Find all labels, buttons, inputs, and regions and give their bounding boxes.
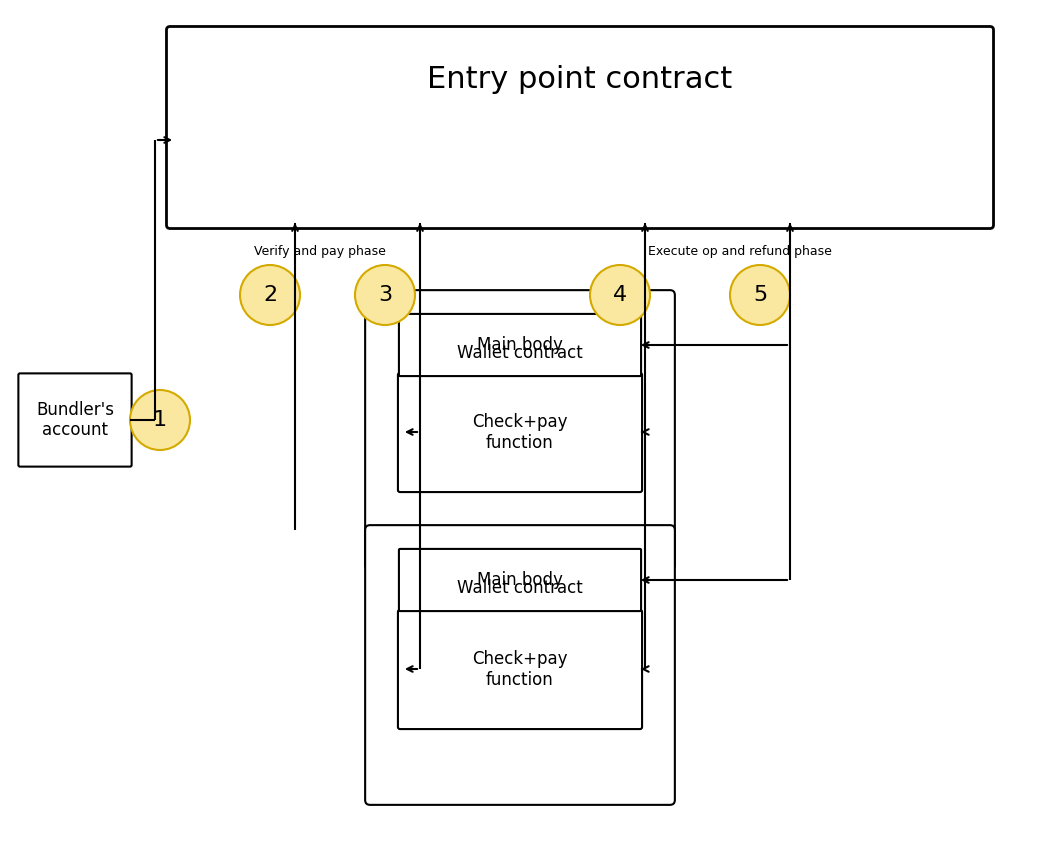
Text: 2: 2 <box>263 285 277 305</box>
Circle shape <box>130 390 190 450</box>
Text: Main body: Main body <box>477 571 563 589</box>
Text: Wallet contract: Wallet contract <box>458 578 582 597</box>
FancyBboxPatch shape <box>365 290 675 570</box>
Text: 5: 5 <box>753 285 768 305</box>
Circle shape <box>355 265 415 325</box>
Circle shape <box>590 265 650 325</box>
Text: Check+pay
function: Check+pay function <box>472 650 568 689</box>
Text: Check+pay
function: Check+pay function <box>472 413 568 452</box>
Circle shape <box>240 265 300 325</box>
Text: Execute op and refund phase: Execute op and refund phase <box>648 245 832 258</box>
Text: Main body: Main body <box>477 336 563 354</box>
FancyBboxPatch shape <box>398 373 642 492</box>
Circle shape <box>730 265 790 325</box>
FancyBboxPatch shape <box>166 26 993 228</box>
FancyBboxPatch shape <box>398 610 642 729</box>
Text: Verify and pay phase: Verify and pay phase <box>254 245 386 258</box>
Text: 1: 1 <box>153 410 167 430</box>
FancyBboxPatch shape <box>19 373 132 466</box>
Text: Bundler's
account: Bundler's account <box>36 400 114 439</box>
Text: 4: 4 <box>613 285 627 305</box>
Text: Entry point contract: Entry point contract <box>427 65 732 94</box>
Text: Wallet contract: Wallet contract <box>458 343 582 361</box>
FancyBboxPatch shape <box>399 549 641 611</box>
FancyBboxPatch shape <box>365 525 675 805</box>
FancyBboxPatch shape <box>399 314 641 376</box>
Text: 3: 3 <box>378 285 392 305</box>
